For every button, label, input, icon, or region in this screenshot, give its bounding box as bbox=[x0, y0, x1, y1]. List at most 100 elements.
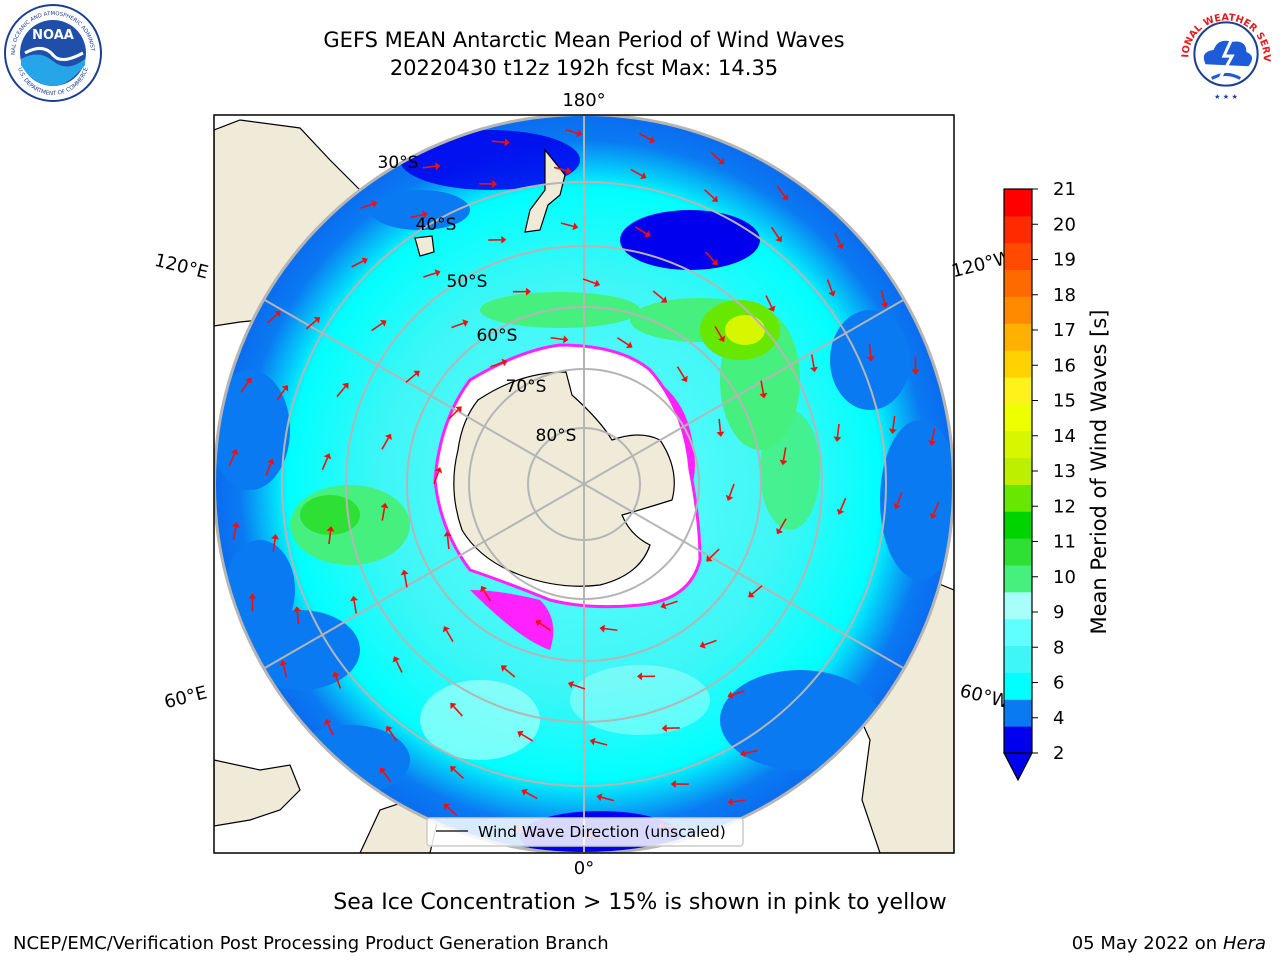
wave-direction-arrow bbox=[535, 619, 552, 631]
wave-direction-arrow bbox=[443, 803, 458, 817]
wave-direction-arrow bbox=[321, 453, 332, 471]
wave-direction-arrow bbox=[240, 377, 252, 393]
wave-direction-arrow bbox=[448, 406, 462, 420]
wave-direction-arrow bbox=[826, 279, 836, 297]
colorbar-cell bbox=[1004, 403, 1032, 432]
colorbar-tick-label: 11 bbox=[1053, 532, 1076, 553]
colorbar-extend-triangle bbox=[1003, 752, 1033, 782]
wave-direction-arrow bbox=[228, 449, 239, 466]
colorbar: 21 20 19 18 17 16 15 14 13 12 11 10 9 8 6 4 2 Mean Perio… bbox=[1003, 179, 1111, 782]
colorbar-label: Mean Period of Wind Waves [s] bbox=[1087, 310, 1111, 635]
colorbar-cell bbox=[1004, 511, 1032, 539]
wave-direction-arrow bbox=[582, 278, 601, 288]
wave-direction-arrow bbox=[480, 585, 492, 602]
wave-direction-arrow bbox=[479, 179, 498, 188]
wave-direction-arrow bbox=[324, 718, 334, 736]
wave-direction-arrow bbox=[400, 569, 409, 588]
sea-ice-caption: Sea Ice Concentration > 15% is shown in … bbox=[333, 890, 947, 915]
wave-direction-arrow bbox=[521, 788, 538, 800]
map-subtitle: 20220430 t12z 192h fcst Max: 14.35 bbox=[389, 56, 779, 80]
wave-direction-arrow bbox=[293, 606, 302, 625]
wave-direction-arrow bbox=[405, 370, 420, 383]
wave-direction-arrow bbox=[423, 269, 441, 278]
colorbar-tick-label: 18 bbox=[1053, 285, 1076, 306]
new-zealand-land bbox=[524, 148, 566, 233]
wave-direction-arrow bbox=[699, 639, 717, 649]
africa-land bbox=[214, 759, 301, 827]
wave-direction-arrow bbox=[670, 780, 689, 789]
wave-direction-arrow bbox=[834, 232, 844, 250]
colorbar-cell bbox=[1004, 323, 1032, 351]
colorbar-tick-label: 14 bbox=[1053, 426, 1076, 447]
wave-direction-arrow bbox=[351, 257, 368, 268]
footer-machine: Hera bbox=[1222, 933, 1266, 954]
wave-direction-arrow bbox=[450, 766, 464, 779]
tasmania-land bbox=[414, 235, 435, 257]
colorbar-cell bbox=[1004, 565, 1032, 593]
colorbar-cell bbox=[1004, 377, 1032, 405]
wave-direction-arrow bbox=[589, 737, 608, 746]
wave-direction-arrow bbox=[596, 793, 615, 802]
colorbar-tick-label: 20 bbox=[1053, 214, 1076, 235]
wave-direction-arrow bbox=[866, 343, 875, 362]
map-title: GEFS MEAN Antarctic Mean Period of Wind … bbox=[323, 28, 845, 52]
wave-direction-arrow bbox=[276, 385, 289, 401]
colorbar-cell bbox=[1004, 189, 1032, 217]
wave-direction-arrow bbox=[567, 680, 586, 690]
footer-date: 05 May 2022 on Hera bbox=[1071, 933, 1266, 954]
colorbar-cell bbox=[1004, 672, 1032, 700]
wave-direction-arrow bbox=[305, 317, 321, 330]
wave-direction-arrow bbox=[451, 319, 469, 329]
wave-direction-arrow bbox=[748, 585, 763, 598]
wave-direction-arrow bbox=[550, 335, 569, 344]
colorbar-cell bbox=[1004, 242, 1032, 271]
colorbar-cell bbox=[1004, 484, 1032, 512]
wave-direction-arrow bbox=[716, 418, 725, 437]
wave-direction-arrow bbox=[880, 290, 889, 308]
wave-direction-arrow bbox=[443, 531, 452, 550]
wave-direction-arrow bbox=[636, 672, 655, 681]
wave-direction-arrow bbox=[779, 447, 788, 466]
lat-label-30s: 30°S bbox=[378, 153, 419, 173]
colorbar-tick-label: 9 bbox=[1053, 602, 1064, 623]
wave-direction-arrow bbox=[888, 416, 897, 434]
colorbar-tick-label: 17 bbox=[1053, 320, 1076, 341]
colorbar-cell bbox=[1004, 215, 1032, 244]
wave-direction-arrow bbox=[379, 767, 392, 783]
colorbar-tick-label: 12 bbox=[1053, 496, 1076, 517]
wave-direction-arrow bbox=[660, 600, 678, 610]
lon-label-0: 0° bbox=[574, 858, 594, 879]
colorbar-tick-label: 16 bbox=[1053, 355, 1076, 376]
wave-direction-arrow bbox=[385, 725, 398, 742]
colorbar-tick-label: 13 bbox=[1053, 461, 1076, 482]
wave-direction-arrow bbox=[433, 467, 443, 485]
wave-direction-arrow bbox=[267, 310, 281, 324]
noaa-logo-text: NOAA bbox=[32, 28, 74, 43]
wave-direction-arrow bbox=[336, 382, 349, 398]
wave-direction-arrow bbox=[442, 626, 454, 643]
wave-direction-arrow bbox=[765, 295, 776, 312]
wave-direction-arrow bbox=[836, 497, 847, 515]
wave-direction-arrow bbox=[740, 749, 758, 758]
colorbar-tick-label: 19 bbox=[1053, 250, 1076, 271]
wave-direction-arrow bbox=[759, 380, 768, 399]
wave-direction-arrow bbox=[517, 730, 534, 742]
colorbar-cell bbox=[1004, 591, 1032, 620]
lat-label-80s: 80°S bbox=[536, 426, 577, 446]
wave-direction-arrow bbox=[380, 502, 389, 521]
colorbar-cell bbox=[1004, 538, 1032, 566]
arrow-legend: Wind Wave Direction (unscaled) bbox=[426, 817, 744, 847]
wave-direction-arrow bbox=[638, 132, 656, 144]
wave-direction-arrow bbox=[265, 458, 275, 476]
colorbar-cell bbox=[1004, 296, 1032, 324]
lon-label-60e: 60°E bbox=[162, 682, 209, 713]
colorbar-cell bbox=[1004, 350, 1032, 378]
wave-direction-arrow bbox=[392, 656, 403, 673]
wave-direction-arrow bbox=[371, 319, 387, 332]
wave-direction-arrow bbox=[776, 185, 789, 201]
wave-direction-arrow bbox=[360, 200, 378, 210]
wave-direction-arrow bbox=[500, 665, 516, 678]
wave-direction-arrow bbox=[705, 251, 718, 266]
colorbar-tick-label: 2 bbox=[1053, 743, 1064, 764]
wave-direction-arrow bbox=[893, 492, 903, 510]
